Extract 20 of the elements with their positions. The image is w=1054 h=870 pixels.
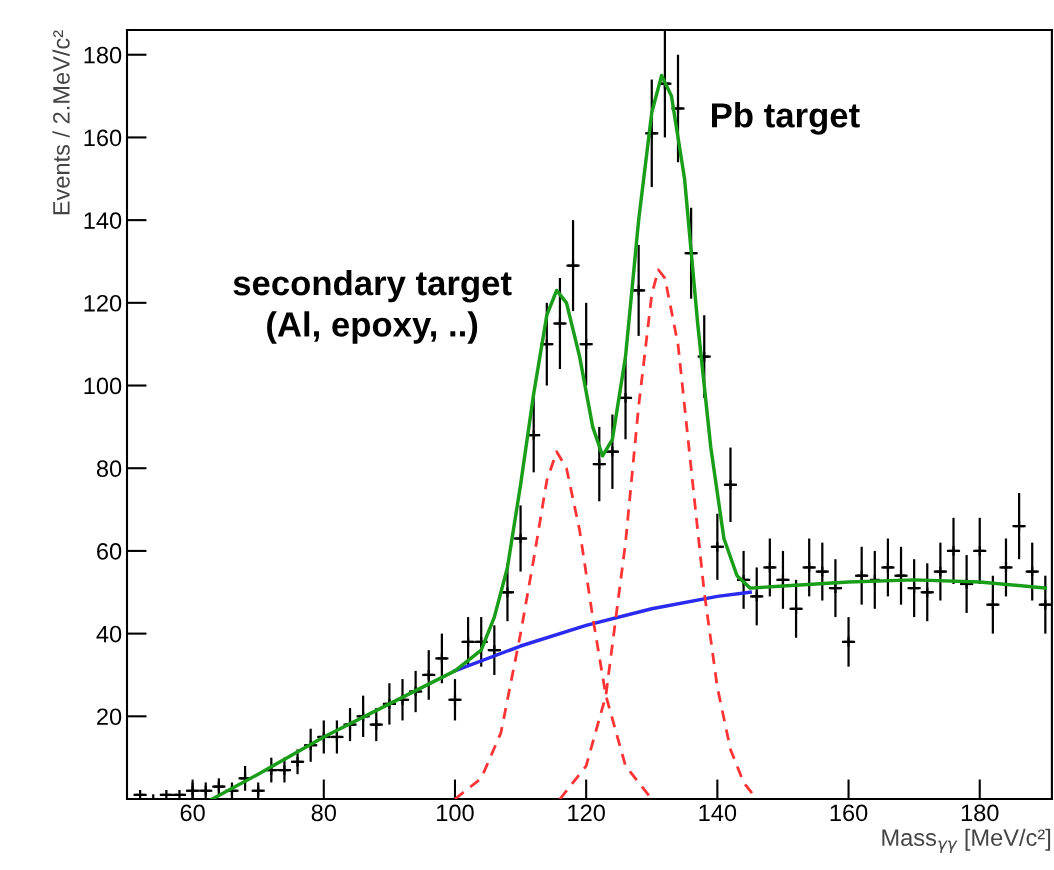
- y-tick-label: 180: [84, 46, 122, 64]
- x-tick-label: 100: [437, 804, 474, 822]
- y-tick-label: 40: [96, 625, 122, 643]
- y-axis-title: Events / 2.MeV/c²: [52, 30, 70, 215]
- x-tick-label: 120: [568, 804, 605, 822]
- y-tick-label: 60: [97, 542, 122, 560]
- annotation: Pb target: [712, 102, 860, 135]
- y-tick-label: 100: [84, 377, 122, 395]
- y-tick-label: 20: [97, 708, 122, 726]
- annotation: secondary target (Al, epoxy, ..): [233, 269, 512, 344]
- x-tick-label: 80: [311, 804, 336, 822]
- y-tick-label: 140: [84, 212, 122, 229]
- y-tick-label: 80: [96, 460, 122, 478]
- x-tick-label: 180: [961, 804, 999, 822]
- x-tick-label: 60: [180, 804, 205, 822]
- x-tick-label: 160: [830, 804, 868, 822]
- x-tick-label: 140: [699, 804, 737, 822]
- y-tick-label: 160: [84, 129, 122, 147]
- y-tick-label: 120: [84, 294, 122, 312]
- x-axis-title: Mass$_{γγ}$ [MeV/c²]: [882, 828, 1051, 854]
